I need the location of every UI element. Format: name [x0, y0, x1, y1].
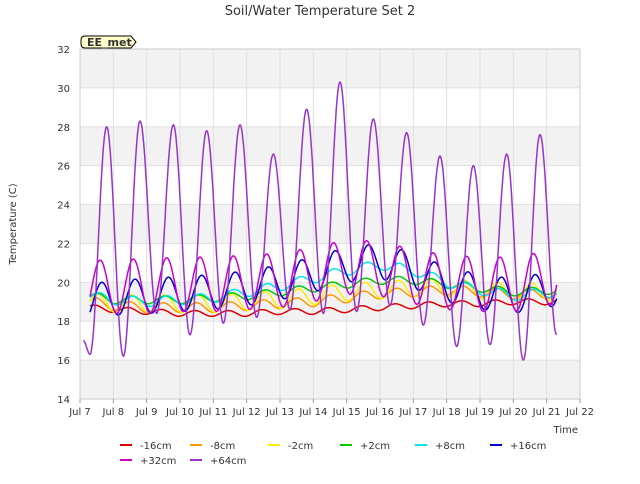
y-tick-label: 14: [57, 395, 70, 406]
series-line-16cm: [89, 298, 558, 318]
grid-band: [80, 321, 580, 361]
x-tick-label: Jul 9: [135, 407, 158, 418]
legend-label: +16cm: [510, 441, 546, 452]
series-line-32cm: [89, 239, 558, 315]
series-line-64cm: [83, 81, 558, 361]
legend-label: -2cm: [288, 441, 313, 452]
legend-label: +2cm: [360, 441, 390, 452]
y-axis-label: Temperature (C): [8, 183, 19, 265]
grid-band: [80, 165, 580, 205]
y-axis: 14 16 18 20 22 24 26 28 30 32: [57, 45, 70, 406]
x-tick-label: Jul 11: [198, 407, 227, 418]
y-tick-label: 28: [57, 123, 70, 134]
y-tick-label: 26: [57, 162, 70, 173]
x-tick-label: Jul 16: [365, 407, 394, 418]
x-tick-label: Jul 14: [298, 407, 327, 418]
y-tick-label: 22: [57, 239, 70, 250]
grid-band: [80, 87, 580, 127]
y-tick-label: 30: [57, 84, 70, 95]
x-axis: Jul 7 Jul 8 Jul 9 Jul 10 Jul 11 Jul 12 Jul 13 J…: [68, 399, 594, 418]
legend-label: -8cm: [210, 441, 235, 452]
legend-label: +32cm: [140, 456, 176, 467]
x-tick-label: Jul 22: [565, 407, 594, 418]
legend-label: -16cm: [140, 441, 172, 452]
legend: -16cm -8cm -2cm +2cm +8cm +16cm +32cm +64cm: [120, 441, 546, 467]
grid-band: [80, 360, 580, 399]
x-tick-label: Jul 8: [102, 407, 125, 418]
chart-title: Soil/Water Temperature Set 2: [225, 4, 416, 19]
x-tick-label: Jul 18: [432, 407, 461, 418]
legend-label: +8cm: [435, 441, 465, 452]
plot-frame: [79, 48, 581, 400]
y-tick-label: 18: [57, 317, 70, 328]
series-layer: [83, 81, 558, 361]
site-label-box: EE_met: [80, 35, 137, 49]
y-tick-label: 20: [57, 278, 70, 289]
x-tick-label: Jul 17: [398, 407, 427, 418]
x-tick-label: Jul 12: [232, 407, 261, 418]
legend-label: +64cm: [210, 456, 246, 467]
x-tick-label: Jul 21: [532, 407, 561, 418]
x-tick-label: Jul 7: [68, 407, 91, 418]
grid-band: [80, 126, 580, 166]
x-tick-label: Jul 13: [265, 407, 294, 418]
x-tick-label: Jul 15: [332, 407, 361, 418]
x-tick-label: Jul 10: [165, 407, 194, 418]
x-tick-label: Jul 20: [498, 407, 527, 418]
x-axis-label: Time: [553, 425, 578, 436]
y-tick-label: 32: [57, 45, 70, 56]
y-tick-label: 24: [57, 201, 70, 212]
grid-band: [80, 49, 580, 88]
x-tick-label: Jul 19: [465, 407, 494, 418]
y-tick-label: 16: [57, 356, 70, 367]
site-label: EE_met: [87, 36, 132, 49]
